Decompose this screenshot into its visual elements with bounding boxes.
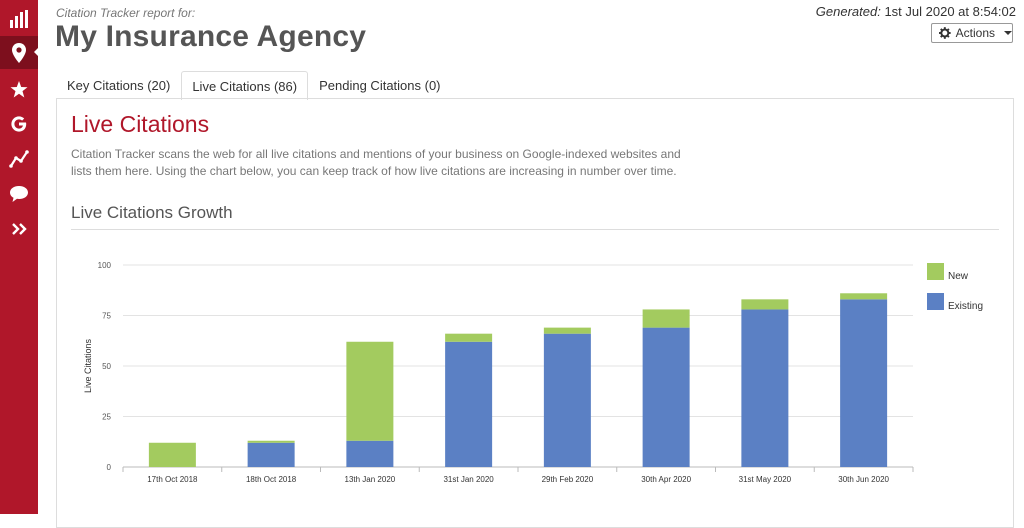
- divider: [71, 229, 999, 230]
- tab-key-citations[interactable]: Key Citations (20): [67, 78, 171, 93]
- x-tick-label: 30th Apr 2020: [641, 475, 691, 484]
- sidebar-item-reviews[interactable]: [0, 73, 38, 106]
- map-pin-icon: [12, 42, 26, 63]
- bar-new: [346, 341, 394, 441]
- bar-existing: [741, 309, 789, 467]
- actions-label: Actions: [955, 26, 995, 40]
- bar-new: [642, 309, 690, 328]
- sidebar-item-google[interactable]: [0, 107, 38, 140]
- generated-timestamp: Generated: 1st Jul 2020 at 8:54:02: [816, 4, 1016, 19]
- x-tick-label: 17th Oct 2018: [147, 475, 198, 484]
- tab-live-citations[interactable]: Live Citations (86): [181, 71, 309, 100]
- legend-swatch-existing: [927, 293, 944, 310]
- y-tick-label: 25: [102, 413, 111, 422]
- bar-existing: [642, 327, 690, 467]
- sidebar-item-messages[interactable]: [0, 177, 38, 210]
- bar-new: [445, 333, 493, 342]
- chart-title: Live Citations Growth: [71, 203, 233, 222]
- y-tick-label: 100: [98, 261, 112, 270]
- sidebar-item-citations[interactable]: [0, 36, 38, 69]
- tab-bar: Key Citations (20) Live Citations (86) P…: [56, 71, 452, 100]
- bar-new: [247, 440, 295, 443]
- bar-chart-icon: [10, 9, 28, 28]
- bar-new: [840, 293, 888, 300]
- section-description: Citation Tracker scans the web for all l…: [71, 147, 681, 178]
- sidebar: [0, 0, 39, 514]
- y-tick-label: 50: [102, 362, 111, 371]
- sidebar-item-reports[interactable]: [0, 2, 38, 35]
- y-axis-label: Live Citations: [83, 338, 93, 393]
- bar-new: [543, 327, 591, 334]
- x-tick-label: 31st Jan 2020: [443, 475, 494, 484]
- chevron-down-icon: [1004, 31, 1012, 35]
- sidebar-item-rankings[interactable]: [0, 142, 38, 175]
- bar-existing: [247, 442, 295, 467]
- page-title: My Insurance Agency: [55, 20, 367, 53]
- legend-label-new: New: [948, 271, 969, 282]
- live-citations-chart: 0 25 50 75 100 Live Citations 17th Oct 2018 18t…: [83, 261, 983, 484]
- y-tick-label: 75: [102, 312, 111, 321]
- trend-line-icon: [9, 149, 29, 168]
- generated-value: 1st Jul 2020 at 8:54:02: [884, 4, 1016, 19]
- bar-new: [148, 442, 196, 467]
- section-title: Live Citations: [71, 111, 210, 137]
- bar-existing: [346, 440, 394, 467]
- x-tick-label: 13th Jan 2020: [345, 475, 396, 484]
- tab-pending-citations[interactable]: Pending Citations (0): [319, 78, 441, 93]
- google-icon: [11, 115, 27, 132]
- legend-label-existing: Existing: [948, 301, 983, 312]
- bar-existing: [543, 333, 591, 467]
- x-tick-label: 29th Feb 2020: [542, 475, 594, 484]
- x-tick-label: 30th Jun 2020: [838, 475, 889, 484]
- bar-existing: [840, 299, 888, 467]
- generated-label: Generated:: [815, 4, 881, 19]
- sidebar-item-expand[interactable]: [0, 212, 38, 245]
- gear-icon: [939, 27, 951, 39]
- y-tick-label: 0: [107, 463, 112, 472]
- active-indicator: [34, 47, 39, 57]
- bar-new: [741, 299, 789, 310]
- double-chevron-right-icon: [12, 222, 27, 235]
- bar-existing: [445, 341, 493, 467]
- x-tick-label: 18th Oct 2018: [246, 475, 297, 484]
- legend-swatch-new: [927, 263, 944, 280]
- actions-button[interactable]: Actions: [931, 23, 1013, 43]
- report-subtitle: Citation Tracker report for:: [56, 6, 196, 20]
- star-icon: [10, 81, 28, 98]
- chat-bubble-icon: [10, 185, 28, 202]
- x-tick-label: 31st May 2020: [739, 475, 792, 484]
